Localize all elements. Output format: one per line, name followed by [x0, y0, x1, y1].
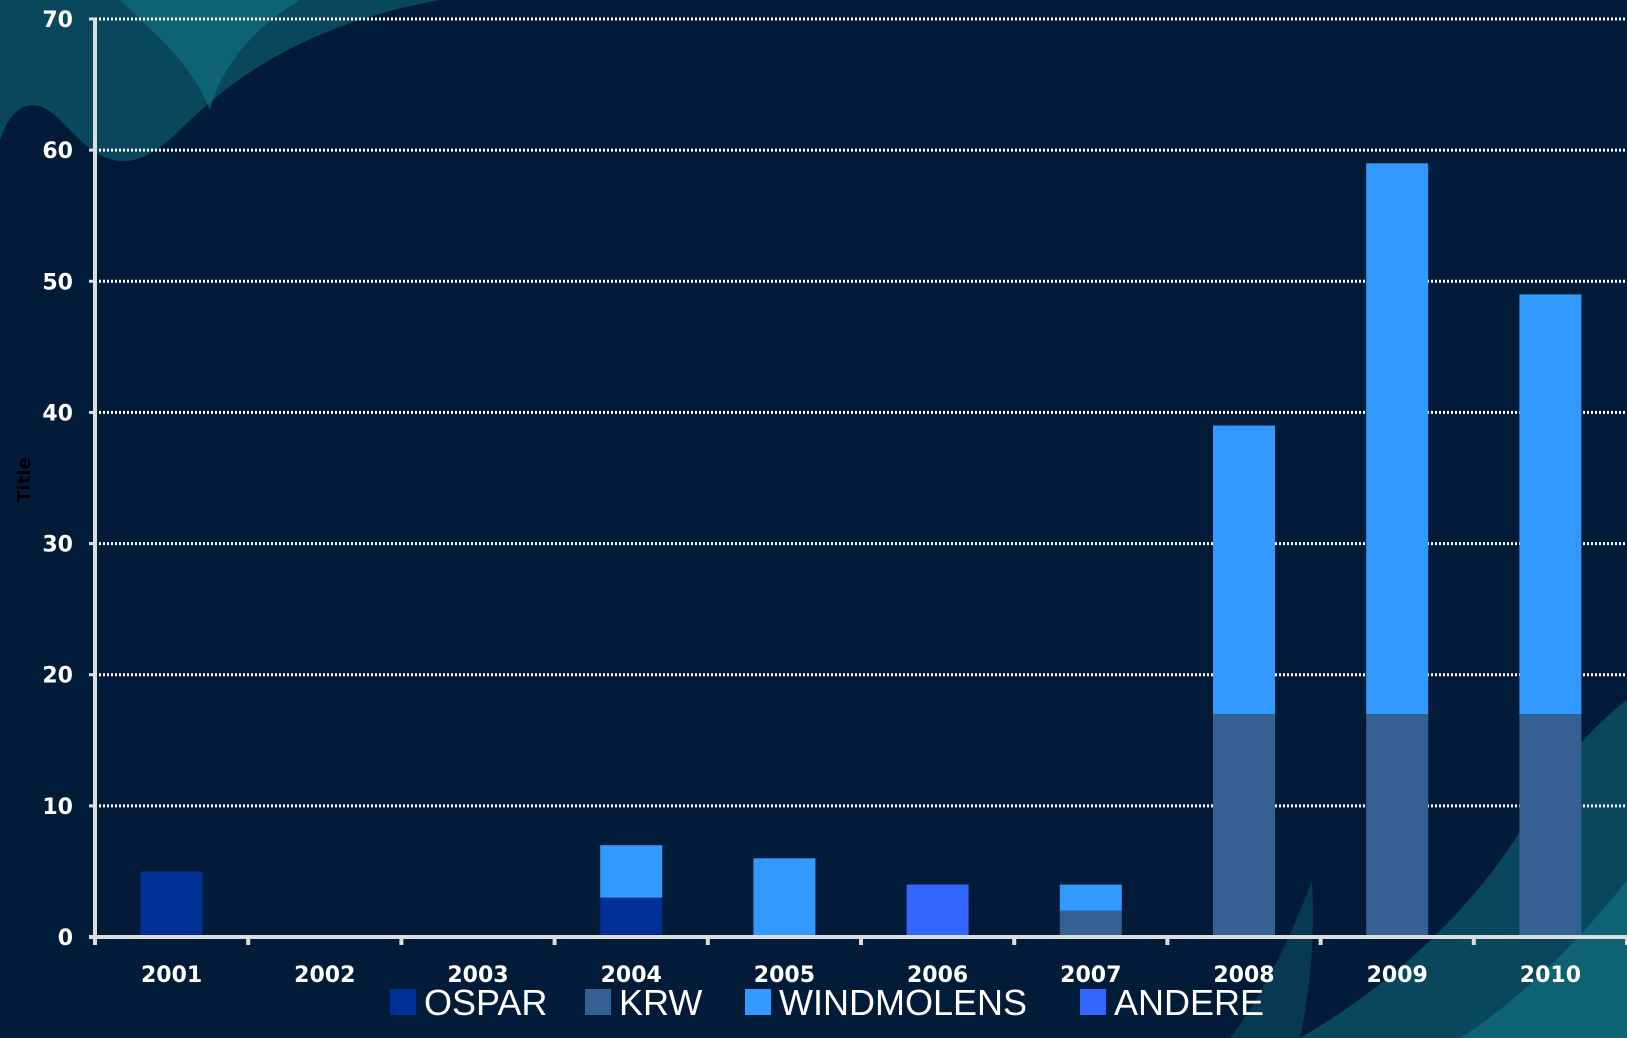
axes: [89, 17, 1627, 945]
bar-windmolens-2008: [1213, 425, 1275, 715]
bar-ospar-2001: [140, 871, 203, 937]
y-tick-label: 60: [42, 139, 73, 164]
bar-windmolens-2005: [753, 858, 816, 937]
y-tick-label: 0: [58, 926, 73, 951]
legend-swatch-windmolens: [745, 989, 771, 1015]
bar-krw-2010: [1519, 714, 1582, 937]
y-tick-label: 20: [42, 664, 73, 689]
x-tick-label: 2006: [907, 963, 968, 988]
bar-ospar-2004: [600, 897, 663, 937]
legend-swatch-krw: [585, 989, 611, 1015]
legend-label-windmolens: WINDMOLENS: [779, 982, 1027, 1023]
y-tick-label: 40: [42, 401, 73, 426]
bar-windmolens-2007: [1059, 884, 1122, 911]
x-tick-label: 2004: [601, 963, 662, 988]
legend: OSPAR KRW WINDMOLENS ANDERE: [390, 982, 1264, 1023]
bar-windmolens-2004: [600, 845, 663, 898]
y-tick-label: 50: [42, 270, 73, 295]
y-tick-label: 70: [42, 8, 73, 33]
x-tick-label: 2007: [1060, 963, 1121, 988]
x-tick-label: 2005: [754, 963, 815, 988]
bar-andere-2006: [906, 884, 969, 937]
x-tick-label: 2008: [1213, 963, 1274, 988]
y-tick-label: 30: [42, 533, 73, 558]
y-tick-labels: 0 10 20 30 40 50 60 70: [42, 8, 73, 951]
bar-krw-2009: [1366, 714, 1429, 937]
x-tick-label: 2002: [294, 963, 355, 988]
x-tick-labels: 2001 2002 2003 2004 2005 2006 2007 2008 2009 2010: [141, 963, 1581, 988]
x-tick-label: 2009: [1367, 963, 1428, 988]
y-tick-label: 10: [42, 795, 73, 820]
legend-label-ospar: OSPAR: [424, 982, 547, 1023]
y-axis-label: Title: [14, 457, 35, 502]
bar-krw-2007: [1059, 910, 1122, 937]
legend-swatch-andere: [1080, 989, 1106, 1015]
legend-label-krw: KRW: [619, 982, 702, 1023]
bar-windmolens-2009: [1366, 163, 1429, 715]
legend-swatch-ospar: [390, 989, 416, 1015]
legend-label-andere: ANDERE: [1114, 982, 1264, 1023]
x-tick-label: 2001: [141, 963, 202, 988]
x-tick-label: 2003: [447, 963, 508, 988]
bar-windmolens-2010: [1519, 294, 1582, 715]
bar-krw-2008: [1213, 714, 1275, 937]
bars: [140, 163, 1582, 937]
x-tick-label: 2010: [1520, 963, 1581, 988]
